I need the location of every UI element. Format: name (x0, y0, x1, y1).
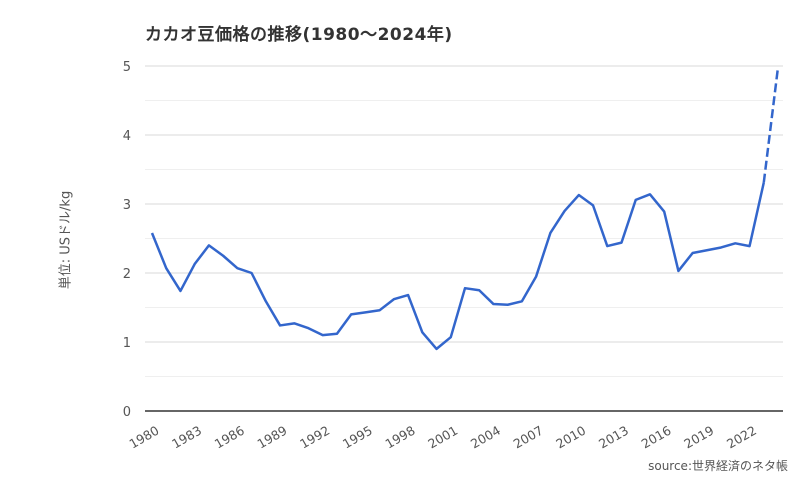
price-line-estimate (762, 67, 780, 183)
x-tick-label: 1998 (383, 423, 418, 452)
x-tick-label: 1992 (297, 423, 332, 452)
x-tick-label: 2016 (639, 423, 674, 452)
price-line (150, 182, 765, 351)
x-tick-label: 1995 (340, 423, 375, 452)
y-tick-label: 3 (123, 198, 131, 213)
x-tick-label: 2022 (724, 423, 759, 452)
y-tick-label: 4 (123, 129, 131, 144)
x-tick-label: 1980 (126, 423, 161, 452)
x-tick-label: 2010 (553, 423, 588, 452)
x-tick-label: 1983 (169, 423, 204, 452)
x-tick-label: 2004 (468, 423, 503, 452)
y-tick-label: 5 (123, 60, 131, 75)
y-tick-label: 1 (123, 336, 131, 351)
x-tick-label: 1986 (212, 423, 247, 452)
source-note: source:世界経済のネタ帳 (648, 459, 788, 473)
y-tick-label: 2 (123, 267, 131, 282)
x-tick-label: 2013 (596, 423, 631, 452)
x-tick-label: 1989 (254, 423, 289, 452)
x-tick-label: 2007 (511, 423, 546, 452)
x-tick-label: 2001 (425, 423, 460, 452)
chart-title: カカオ豆価格の推移(1980〜2024年) (145, 25, 453, 45)
x-tick-label: 2019 (681, 423, 716, 452)
y-tick-label: 0 (123, 405, 131, 420)
